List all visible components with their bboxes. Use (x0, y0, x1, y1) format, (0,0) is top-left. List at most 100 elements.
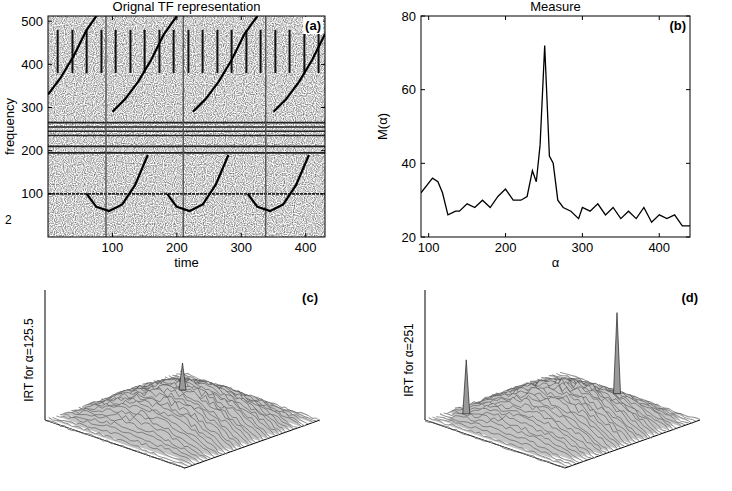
click (318, 30, 320, 73)
x-tick (428, 233, 429, 237)
y-tick (321, 64, 325, 65)
y-tick (48, 21, 52, 22)
z-axis-title: IRT for α=125.5 (22, 318, 36, 402)
click (289, 30, 291, 73)
x-tick (112, 233, 113, 237)
x-tick-label: 300 (230, 240, 252, 255)
x-tick (241, 233, 242, 237)
x-tick (241, 16, 242, 20)
y-tick (686, 237, 690, 238)
x-tick (112, 16, 113, 20)
y-tick-label: 100 (21, 186, 43, 201)
y-tick-label: 40 (402, 156, 416, 171)
panel-a: 100200300400100200300400500Orignal TF re… (2, 0, 325, 270)
chirp (167, 155, 228, 211)
click (274, 30, 276, 73)
plot-ground (421, 16, 690, 237)
horizontal-component (48, 152, 325, 154)
y-tick (686, 16, 690, 17)
y-tick (421, 16, 425, 17)
y-tick (421, 237, 425, 238)
chirp (112, 16, 176, 112)
y-tick-label: 200 (21, 143, 43, 158)
horizontal-component (48, 130, 325, 132)
surface-strip (425, 420, 565, 468)
y-tick-label: 80 (402, 9, 416, 24)
chirp (48, 16, 96, 95)
label-patch (303, 17, 323, 34)
panel-d: IRT for α=251 (d) (402, 290, 700, 468)
click (173, 30, 175, 73)
y-tick (48, 107, 52, 108)
click (129, 30, 131, 73)
y-axis-title: frequency (2, 97, 17, 155)
click (260, 30, 262, 73)
y-tick (48, 64, 52, 65)
surface-line (429, 418, 569, 467)
x-tick-label: 200 (166, 240, 188, 255)
horizontal-component (48, 126, 325, 128)
y-axis-title: M(α) (375, 113, 390, 140)
y-tick (48, 150, 52, 151)
y-tick (686, 163, 690, 164)
x-tick (659, 16, 660, 20)
panel-c: IRT for α=125.5 (c) (22, 290, 320, 469)
panel-label: (b) (669, 18, 686, 33)
horizontal-component (48, 146, 325, 148)
chirp (193, 16, 258, 112)
x-axis-title: α (552, 255, 560, 270)
panel-label: (d) (681, 290, 698, 305)
measure-line (421, 46, 690, 226)
panel-title: Orignal TF representation (113, 0, 261, 14)
click (86, 30, 88, 73)
surface-strip (429, 418, 569, 467)
x-tick (176, 16, 177, 20)
click (187, 30, 189, 73)
click (216, 30, 218, 73)
panel-title: Measure (530, 0, 581, 14)
click (231, 30, 233, 73)
click (144, 30, 146, 73)
y-tick-label: 20 (402, 230, 416, 245)
click (100, 30, 102, 73)
surface-strip (49, 417, 189, 466)
z-axis (45, 290, 46, 420)
y-tick (321, 150, 325, 151)
horizontal-component (48, 122, 325, 124)
x-tick (659, 233, 660, 237)
panel-b: 10020030040020406080MeasureαM(α)(b) (375, 0, 690, 270)
surface-strip (433, 417, 573, 466)
image-noise (48, 16, 325, 237)
plot-area (421, 46, 690, 226)
y-tick (421, 163, 425, 164)
chirp (87, 155, 148, 211)
click (202, 30, 204, 73)
transient (183, 16, 184, 237)
x-tick-label: 300 (572, 240, 594, 255)
click (71, 30, 73, 73)
y-tick-label: 300 (21, 100, 43, 115)
peak (179, 363, 186, 390)
peak (614, 313, 621, 394)
surface-line (425, 421, 565, 467)
z-axis-title: IRT for α=251 (402, 323, 416, 397)
x-tick (305, 233, 306, 237)
click (115, 30, 117, 73)
y-tick-label: 500 (21, 14, 43, 29)
z-axis (425, 290, 426, 420)
plot-frame (421, 16, 690, 237)
transient (265, 16, 266, 237)
y-tick (686, 89, 690, 90)
surface-line (49, 417, 189, 466)
x-axis-title: time (174, 255, 199, 270)
surface-strip (45, 420, 185, 469)
horizontal-component (48, 193, 325, 195)
x-tick (582, 233, 583, 237)
x-tick-label: 400 (295, 240, 317, 255)
x-tick (505, 16, 506, 20)
plot-area (48, 16, 325, 237)
image-ground (48, 16, 325, 237)
panel-label: (c) (302, 290, 318, 305)
x-tick (505, 233, 506, 237)
surface-line (433, 417, 573, 466)
